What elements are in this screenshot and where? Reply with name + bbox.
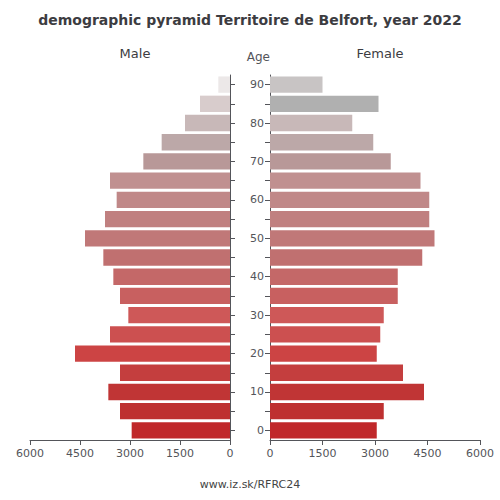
- svg-text:70: 70: [250, 155, 264, 168]
- svg-text:0: 0: [257, 424, 264, 437]
- svg-text:Male: Male: [120, 46, 151, 61]
- svg-text:4500: 4500: [66, 447, 94, 460]
- svg-text:1500: 1500: [309, 447, 337, 460]
- svg-text:4500: 4500: [414, 447, 442, 460]
- svg-text:demographic pyramid Territoire: demographic pyramid Territoire de Belfor…: [38, 12, 462, 28]
- svg-text:6000: 6000: [466, 447, 494, 460]
- svg-text:Female: Female: [356, 46, 403, 61]
- svg-text:20: 20: [250, 347, 264, 360]
- svg-text:30: 30: [250, 309, 264, 322]
- svg-text:1500: 1500: [166, 447, 194, 460]
- svg-text:Age: Age: [247, 50, 270, 64]
- svg-text:3000: 3000: [116, 447, 144, 460]
- svg-text:40: 40: [250, 270, 264, 283]
- svg-text:0: 0: [267, 447, 274, 460]
- svg-text:3000: 3000: [361, 447, 389, 460]
- svg-text:60: 60: [250, 193, 264, 206]
- svg-text:50: 50: [250, 232, 264, 245]
- svg-text:6000: 6000: [16, 447, 44, 460]
- svg-text:10: 10: [250, 385, 264, 398]
- svg-text:90: 90: [250, 78, 264, 91]
- svg-text:0: 0: [227, 447, 234, 460]
- svg-text:80: 80: [250, 117, 264, 130]
- svg-text:www.iz.sk/RFRC24: www.iz.sk/RFRC24: [200, 478, 300, 491]
